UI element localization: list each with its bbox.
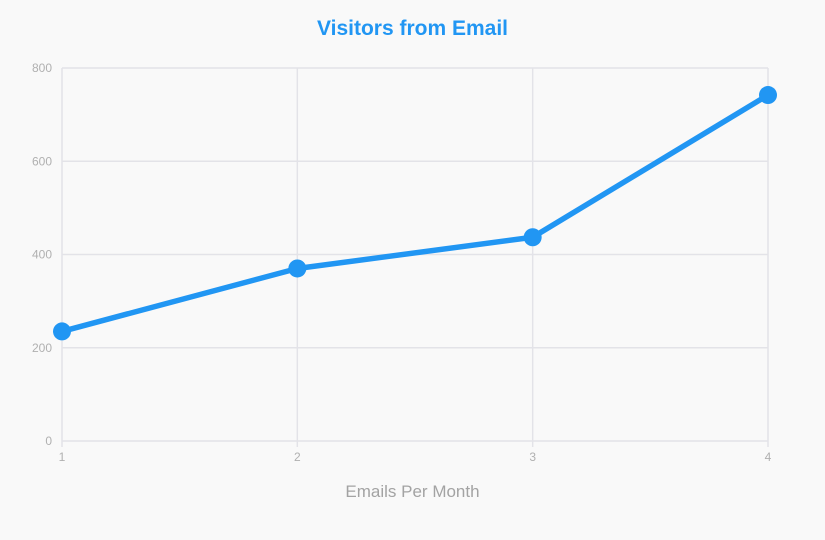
y-tick-label: 400 xyxy=(32,248,52,262)
x-tick-label: 3 xyxy=(529,450,536,464)
y-tick-label: 200 xyxy=(32,341,52,355)
axis-ticks: 0 200 400 600 800 1 2 3 4 xyxy=(32,61,772,464)
grid-lines xyxy=(61,67,769,447)
chart-title: Visitors from Email xyxy=(316,17,508,40)
y-tick-label: 600 xyxy=(32,154,52,168)
x-tick-label: 4 xyxy=(765,450,772,464)
x-axis-label: Emails Per Month xyxy=(345,482,480,501)
y-tick-label: 800 xyxy=(32,61,52,75)
y-tick-label: 0 xyxy=(45,434,52,448)
data-point xyxy=(759,86,777,105)
data-point xyxy=(523,228,542,247)
data-point xyxy=(288,259,307,278)
x-tick-label: 2 xyxy=(294,450,301,464)
series-layer xyxy=(53,86,777,341)
series-line xyxy=(59,92,771,335)
x-tick-label: 1 xyxy=(59,450,66,464)
data-point xyxy=(53,322,71,341)
